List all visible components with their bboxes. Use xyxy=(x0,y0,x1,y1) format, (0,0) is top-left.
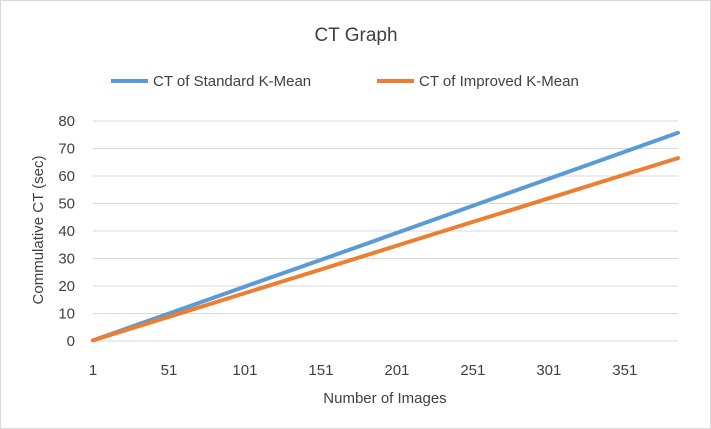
y-tick-label: 60 xyxy=(58,168,75,185)
series-lines xyxy=(91,130,680,343)
y-tick-label: 30 xyxy=(58,251,75,268)
y-axis-label: Commulative CT (sec) xyxy=(30,156,47,305)
y-tick-label: 10 xyxy=(58,306,75,323)
y-axis-ticks: 0 10 20 30 40 50 60 70 80 xyxy=(58,113,75,350)
x-tick-label: 51 xyxy=(161,362,178,379)
legend-label-standard: CT of Standard K-Mean xyxy=(153,73,311,90)
gridlines xyxy=(93,120,678,342)
y-tick-label: 50 xyxy=(58,196,75,213)
y-tick-label: 20 xyxy=(58,278,75,295)
legend: CT of Standard K-Mean CT of Improved K-M… xyxy=(111,73,579,90)
x-axis-ticks: 1 51 101 151 201 251 301 351 xyxy=(89,362,638,379)
x-tick-label: 251 xyxy=(460,362,485,379)
legend-label-improved: CT of Improved K-Mean xyxy=(419,73,579,90)
y-tick-label: 80 xyxy=(58,113,75,130)
x-tick-label: 151 xyxy=(308,362,333,379)
x-tick-label: 301 xyxy=(536,362,561,379)
series-line-improved xyxy=(91,156,680,343)
series-line-standard xyxy=(91,130,680,343)
y-tick-label: 70 xyxy=(58,141,75,158)
x-tick-label: 351 xyxy=(612,362,637,379)
x-tick-label: 201 xyxy=(384,362,409,379)
x-axis-label: Number of Images xyxy=(323,390,446,407)
chart-title: CT Graph xyxy=(314,25,397,46)
x-tick-label: 1 xyxy=(89,362,97,379)
x-tick-label: 101 xyxy=(232,362,257,379)
y-tick-label: 40 xyxy=(58,223,75,240)
y-tick-label: 0 xyxy=(67,333,75,350)
